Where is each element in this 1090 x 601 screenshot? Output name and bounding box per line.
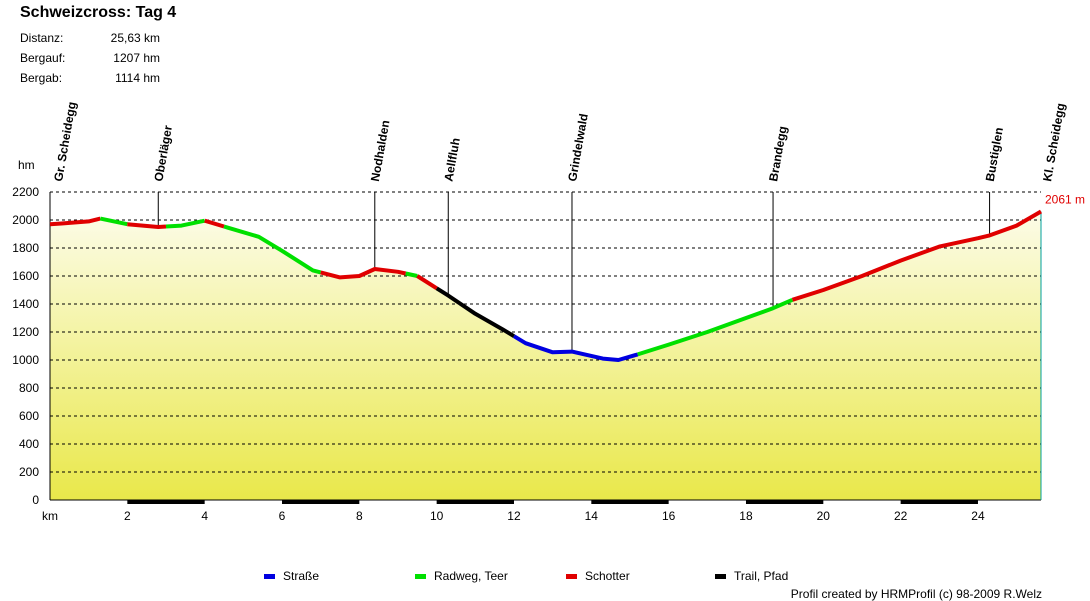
y-tick-label: 200 (19, 465, 39, 479)
km-band (436, 500, 514, 504)
km-band (745, 500, 824, 504)
km-band (127, 500, 205, 504)
legend-item-strasse: Straße (264, 569, 319, 583)
y-tick-label: 1800 (12, 241, 39, 255)
legend-swatch (415, 574, 426, 580)
y-tick-label: 1600 (12, 269, 39, 283)
legend-swatch (566, 574, 577, 580)
y-tick-label: 2000 (12, 213, 39, 227)
profile-segment (99, 216, 128, 227)
stat-distance-value: 25,63 km (110, 31, 160, 45)
end-elevation-label: 2061 m (1045, 192, 1085, 206)
profile-segment (223, 224, 322, 275)
x-tick-label: 14 (585, 509, 599, 523)
profile-segment (49, 216, 101, 227)
profile-segment (165, 218, 206, 229)
credit-text: Profil created by HRMProfil (c) 98-2009 … (790, 587, 1042, 601)
y-tick-label: 1000 (12, 353, 39, 367)
y-tick-label: 0 (32, 493, 39, 507)
legend-label: Schotter (585, 569, 630, 583)
legend-label: Trail, Pfad (734, 569, 789, 583)
stat-distance-label: Distanz: (20, 31, 64, 45)
x-tick-label: 16 (662, 509, 676, 523)
waypoint-label: Nodhalden (368, 119, 393, 182)
y-tick-label: 400 (19, 437, 39, 451)
x-tick-label: 10 (430, 509, 444, 523)
waypoint-label: Kl. Scheidegg (1040, 102, 1068, 183)
x-tick-label: 12 (507, 509, 521, 523)
stat-descent-label: Bergab: (20, 71, 63, 85)
x-tick-label: 20 (817, 509, 831, 523)
profile-segment (791, 209, 1043, 302)
x-tick-label: 2 (124, 509, 131, 523)
y-tick-label: 800 (19, 381, 39, 395)
legend-item-radweg: Radweg, Teer (415, 569, 508, 583)
legend-item-trail: Trail, Pfad (715, 569, 788, 583)
x-tick-label: 24 (971, 509, 985, 523)
y-tick-label: 1200 (12, 325, 39, 339)
waypoint-label: Brandegg (766, 125, 790, 183)
waypoint-label: Oberläger (151, 124, 175, 183)
waypoint-label: Grindelwald (565, 112, 591, 182)
x-tick-label: 18 (739, 509, 753, 523)
y-tick-label: 600 (19, 409, 39, 423)
x-tick-label: 6 (279, 509, 286, 523)
profile-segment (512, 334, 639, 362)
km-band (281, 500, 360, 504)
profile-segment (405, 271, 418, 278)
waypoint-label: Gr. Scheidegg (51, 101, 79, 183)
legend-label: Radweg, Teer (434, 569, 508, 583)
y-axis-label: hm (18, 158, 35, 172)
km-band (591, 500, 669, 504)
legend-swatch (264, 574, 275, 580)
chart-title: Schweizcross: Tag 4 (20, 4, 177, 21)
waypoint-label: Bustiglen (983, 126, 1006, 182)
stat-descent-value: 1114 hm (115, 71, 160, 85)
legend-item-schotter: Schotter (566, 569, 630, 583)
stat-ascent-label: Bergauf: (20, 51, 66, 65)
stat-ascent-value: 1207 hm (113, 51, 160, 65)
y-tick-label: 2200 (12, 185, 39, 199)
x-tick-label: 4 (201, 509, 208, 523)
legend-swatch (715, 574, 726, 580)
y-tick-label: 1400 (12, 297, 39, 311)
profile-segment (204, 218, 225, 229)
profile-segment (320, 267, 407, 280)
profile-segment (127, 222, 167, 229)
profile-area-fill (50, 211, 1041, 500)
km-band (900, 500, 978, 504)
legend-label: Straße (283, 569, 320, 583)
waypoint-label: Aellfluh (441, 137, 462, 183)
x-tick-label: 22 (894, 509, 908, 523)
x-axis-label: km (42, 509, 58, 523)
profile-segment (637, 297, 794, 357)
x-tick-label: 8 (356, 509, 363, 523)
profile-segment (416, 274, 438, 290)
profile-segment (435, 286, 516, 338)
